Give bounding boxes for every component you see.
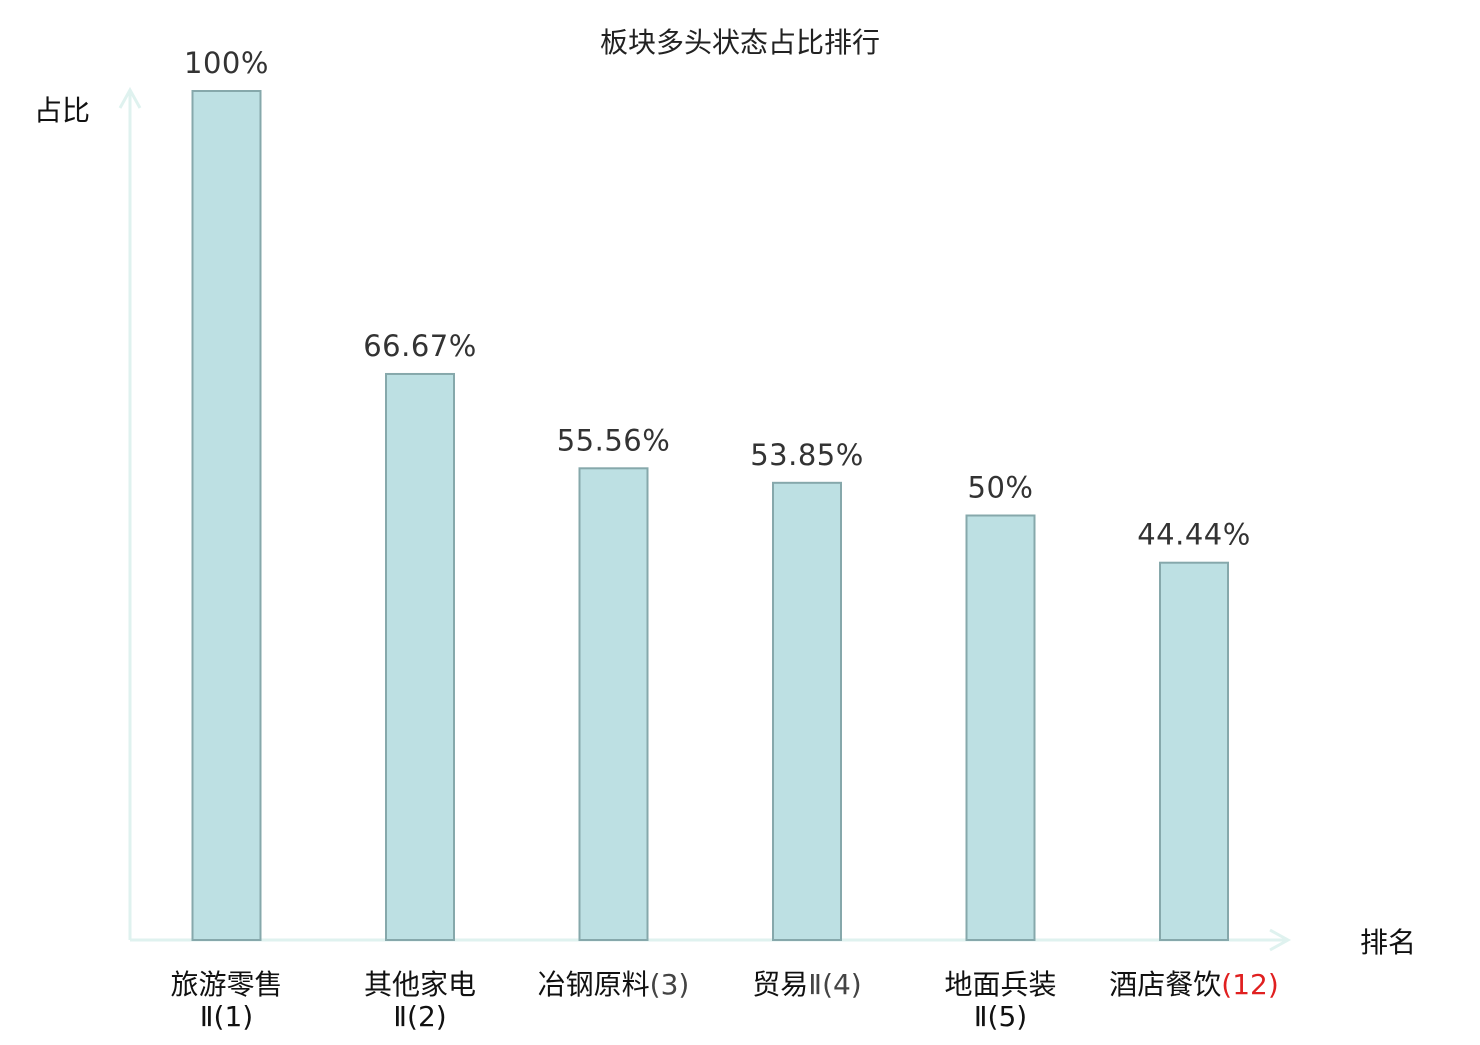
value-label-1: 100% (184, 46, 269, 80)
x-axis-arrow-icon (1269, 928, 1292, 952)
category-name: 其他家电 (364, 968, 476, 1001)
value-label-5: 50% (968, 471, 1034, 505)
bar-6 (1159, 561, 1229, 941)
category-name: 贸易 (752, 968, 808, 1001)
category-full-label: 酒店餐饮(12) (1109, 968, 1279, 1001)
axes (118, 86, 1292, 952)
category-rank: Ⅱ(2) (393, 1000, 446, 1033)
category-label-3: 冶钢原料(3) (538, 968, 690, 1001)
bar-5 (965, 514, 1036, 941)
category-label-6: 酒店餐饮(12) (1109, 968, 1279, 1001)
category-rank: Ⅱ(1) (200, 1000, 253, 1033)
category-name: 冶钢原料 (538, 968, 650, 1001)
category-rank: (3) (650, 968, 690, 1001)
chart-title: 板块多头状态占比排行 (600, 26, 880, 59)
category-name: 地面兵装 (944, 968, 1056, 1001)
value-labels-layer: 100% 66.67% 55.56% 53.85% 50% 44.44% (184, 46, 1251, 552)
y-axis-arrow-icon (118, 86, 142, 109)
bar-2 (385, 372, 455, 942)
value-label-4: 53.85% (750, 438, 864, 472)
category-name: 旅游零售 (170, 968, 282, 1001)
category-rank: (12) (1221, 968, 1278, 1001)
category-name: 酒店餐饮 (1109, 968, 1221, 1001)
bar-3 (578, 467, 649, 941)
x-axis-label: 排名 (1360, 926, 1416, 959)
category-full-label: 贸易Ⅱ(4) (752, 968, 861, 1001)
y-axis-label: 占比 (34, 94, 90, 127)
category-label-4: 贸易Ⅱ(4) (752, 968, 861, 1001)
value-label-2: 66.67% (363, 329, 477, 363)
bars-layer (191, 90, 1229, 942)
category-full-label: 冶钢原料(3) (538, 968, 690, 1001)
category-rank: Ⅱ(5) (974, 1000, 1027, 1033)
value-label-3: 55.56% (557, 423, 671, 457)
category-rank: Ⅱ(4) (808, 968, 861, 1001)
bar-4 (772, 481, 842, 941)
value-label-6: 44.44% (1137, 518, 1251, 552)
bar-1 (191, 90, 262, 941)
